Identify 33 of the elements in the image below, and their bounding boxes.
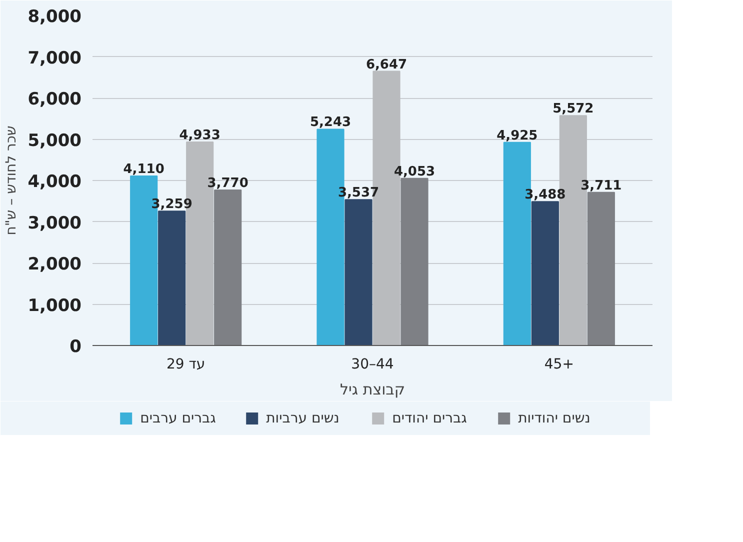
data-label: 4,925 — [496, 128, 538, 144]
data-label: 4,053 — [394, 164, 436, 180]
legend-label: נשים ערביות — [266, 410, 340, 426]
y-tick-label: 8,000 — [28, 7, 82, 27]
data-label: 3,711 — [580, 178, 622, 194]
x-tick-label: 45+ — [544, 356, 574, 372]
legend-label: גברים ערבים — [140, 410, 216, 426]
y-tick-label: 0 — [70, 337, 82, 357]
y-tick-label: 5,000 — [28, 130, 82, 151]
y-tick-label: 2,000 — [28, 254, 82, 274]
bar — [344, 199, 372, 346]
bar — [531, 201, 559, 346]
bar — [214, 189, 242, 346]
y-tick-label: 3,000 — [28, 213, 82, 234]
data-label: 5,243 — [310, 115, 352, 130]
data-label: 4,110 — [123, 162, 164, 177]
legend-label: גברים יהודים — [392, 410, 468, 426]
x-tick-label: 30–44 — [351, 356, 394, 372]
y-tick-label: 4,000 — [28, 172, 82, 192]
bar — [400, 178, 428, 346]
y-tick-label: 1,000 — [28, 296, 82, 316]
x-axis-title: קבוצת גיל — [340, 380, 406, 398]
x-tick-label: עד 29 — [166, 356, 206, 372]
data-label: 4,933 — [179, 128, 220, 144]
y-tick-label: 7,000 — [28, 48, 82, 68]
data-label: 3,770 — [207, 176, 248, 191]
data-label: 6,647 — [366, 57, 408, 72]
y-tick-label: 6,000 — [28, 90, 82, 110]
data-label: 5,572 — [552, 102, 594, 117]
bar — [158, 210, 186, 346]
bar — [587, 192, 615, 346]
y-axis-title: שכר לחודש – ש"ח — [4, 126, 20, 236]
legend-label: נשים יהודיות — [518, 410, 590, 426]
